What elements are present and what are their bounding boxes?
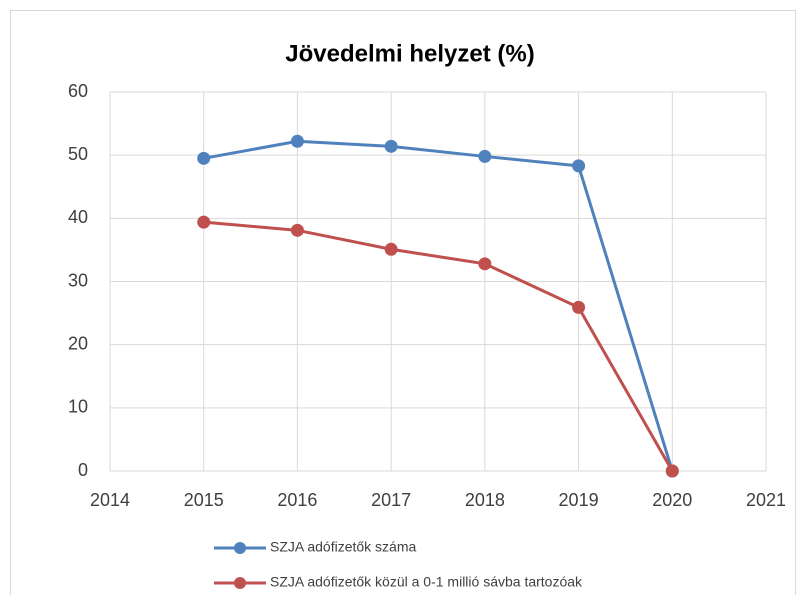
point [290, 134, 304, 148]
series-line [203, 139, 674, 472]
legend-marker [234, 542, 246, 554]
point [478, 257, 492, 271]
y-tick-label: 40 [68, 207, 88, 227]
x-tick-label: 2015 [184, 490, 224, 510]
y-tick-label: 0 [78, 460, 88, 480]
point [384, 242, 398, 256]
point [572, 300, 586, 314]
y-tick-label: 30 [68, 270, 88, 290]
point [197, 215, 211, 229]
series-line [203, 220, 674, 472]
chart-border [10, 10, 796, 600]
y-tick-label: 60 [68, 81, 88, 101]
x-tick-label: 2021 [746, 490, 786, 510]
legend-marker [234, 577, 246, 589]
point [572, 159, 586, 173]
x-tick-label: 2016 [277, 490, 317, 510]
x-tick-label: 2014 [90, 490, 130, 510]
y-tick-label: 50 [68, 144, 88, 164]
point [478, 149, 492, 163]
legend-label: SZJA adófizetők közül a 0-1 millió sávba… [270, 574, 583, 590]
y-tick-label: 10 [68, 397, 88, 417]
point [197, 151, 211, 165]
x-tick-label: 2020 [652, 490, 692, 510]
legend-label: SZJA adófizetők száma [270, 539, 417, 555]
chart-title: Jövedelmi helyzet (%) [285, 40, 534, 67]
x-tick-label: 2018 [465, 490, 505, 510]
point [384, 139, 398, 153]
x-tick-label: 2017 [371, 490, 411, 510]
y-tick-label: 20 [68, 333, 88, 353]
x-tick-label: 2019 [559, 490, 599, 510]
point [290, 223, 304, 237]
point [665, 464, 679, 478]
